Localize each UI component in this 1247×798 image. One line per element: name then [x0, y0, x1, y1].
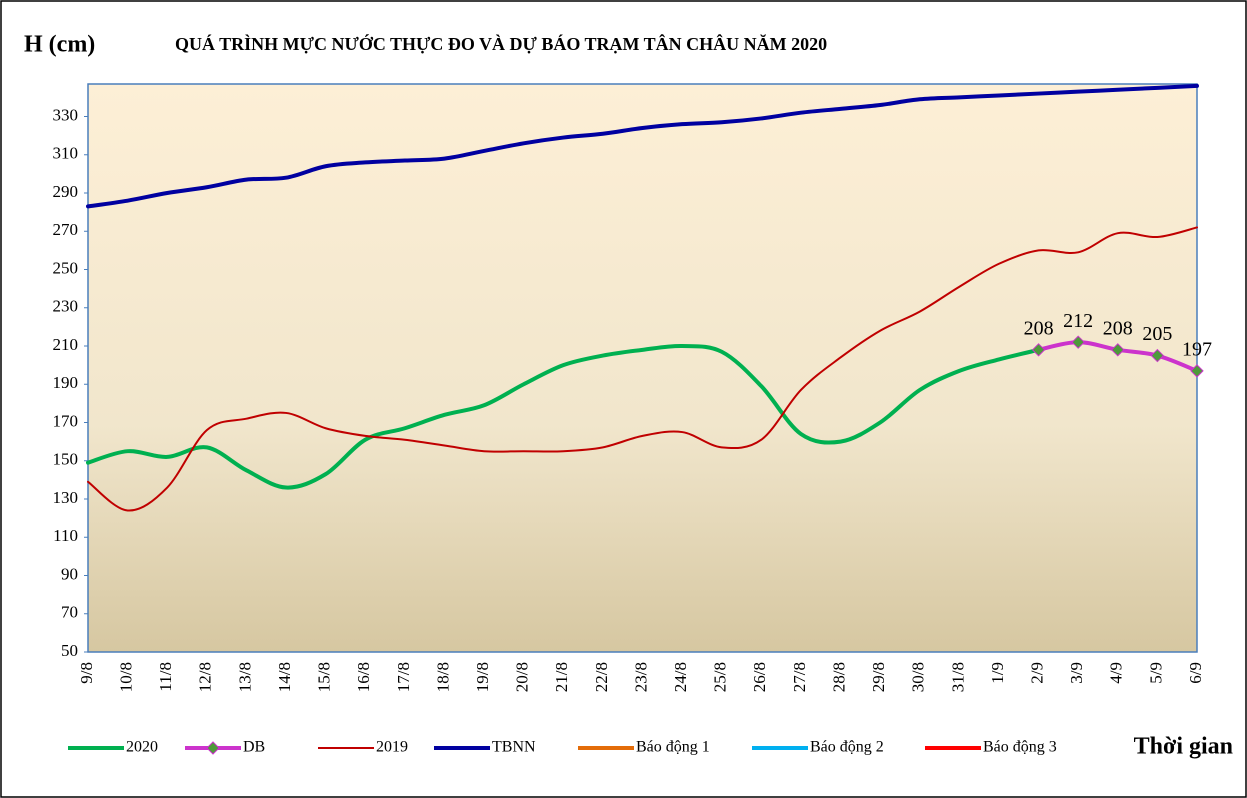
x-tick-label: 24/8 [671, 662, 690, 692]
y-tick-label: 50 [61, 641, 78, 660]
y-tick-label: 150 [53, 450, 79, 469]
x-tick-label: 15/8 [315, 662, 334, 692]
legend-label: 2020 [126, 739, 158, 756]
marker [1150, 348, 1165, 363]
x-tick-label: 1/9 [988, 662, 1007, 684]
x-tick-label: 31/8 [948, 662, 967, 692]
x-tick-label: 2/9 [1027, 662, 1046, 684]
y-tick-label: 310 [53, 144, 79, 163]
data-label: 197 [1182, 338, 1212, 360]
legend-label: DB [243, 739, 265, 756]
x-axis-label: Thời gian [1134, 734, 1233, 760]
marker [1111, 343, 1125, 357]
y-tick-label: 210 [53, 335, 79, 354]
y-tick-label: 250 [53, 258, 79, 277]
x-tick-label: 11/8 [156, 662, 175, 692]
x-tick-label: 20/8 [513, 662, 532, 692]
line [86, 344, 1041, 490]
x-tick-label: 12/8 [196, 662, 215, 692]
x-tick-label: 13/8 [235, 662, 254, 692]
x-tick-label: 26/8 [750, 662, 769, 692]
y-tick-label: 290 [53, 182, 79, 201]
x-tick-label: 9/8 [77, 662, 96, 684]
y-tick-label: 70 [61, 603, 78, 622]
x-tick-label: 18/8 [433, 662, 452, 692]
x-tick-label: 27/8 [790, 662, 809, 692]
x-tick-label: 10/8 [117, 662, 136, 692]
legend-label: Báo động 3 [983, 739, 1057, 756]
x-tick-label: 14/8 [275, 662, 294, 692]
y-tick-label: 170 [53, 411, 79, 430]
x-tick-label: 23/8 [631, 662, 650, 692]
x-tick-label: 4/9 [1107, 662, 1126, 684]
marker [1031, 343, 1046, 357]
legend-marker [206, 741, 220, 755]
y-tick-label: 230 [53, 297, 79, 316]
y-tick-label: 90 [61, 564, 78, 583]
y-tick-label: 110 [53, 526, 78, 545]
x-tick-label: 6/9 [1186, 662, 1205, 684]
legend-label: 2019 [376, 739, 408, 756]
legend-label: Báo động 1 [636, 739, 710, 756]
x-tick-label: 28/8 [829, 662, 848, 692]
x-tick-label: 19/8 [473, 662, 492, 692]
data-label: 208 [1103, 317, 1133, 339]
legend-label: Báo động 2 [810, 739, 884, 756]
x-tick-label: 22/8 [592, 662, 611, 692]
marker [1190, 364, 1204, 378]
line [87, 226, 1198, 512]
chart-title: QUÁ TRÌNH MỰC NƯỚC THỰC ĐO VÀ DỰ BÁO TRẠ… [175, 33, 827, 54]
plot-area [87, 83, 1198, 653]
y-tick-label: 330 [53, 105, 79, 124]
data-label: 208 [1024, 317, 1054, 339]
legend-label: TBNN [492, 739, 536, 756]
y-axis-label: H (cm) [24, 32, 95, 58]
x-tick-label: 21/8 [552, 662, 571, 692]
x-tick-label: 16/8 [354, 662, 373, 692]
x-tick-label: 17/8 [394, 662, 413, 692]
y-tick-label: 130 [53, 488, 79, 507]
line [86, 83, 1199, 209]
y-tick-label: 190 [53, 373, 79, 392]
y-tick-label: 270 [53, 220, 79, 239]
marker [1071, 335, 1085, 349]
x-tick-label: 3/9 [1067, 662, 1086, 684]
x-tick-label: 29/8 [869, 662, 888, 692]
x-tick-label: 5/9 [1146, 662, 1165, 684]
data-label: 205 [1142, 323, 1172, 345]
x-tick-label: 30/8 [909, 662, 928, 692]
data-label: 212 [1063, 310, 1093, 332]
x-tick-label: 25/8 [711, 662, 730, 692]
